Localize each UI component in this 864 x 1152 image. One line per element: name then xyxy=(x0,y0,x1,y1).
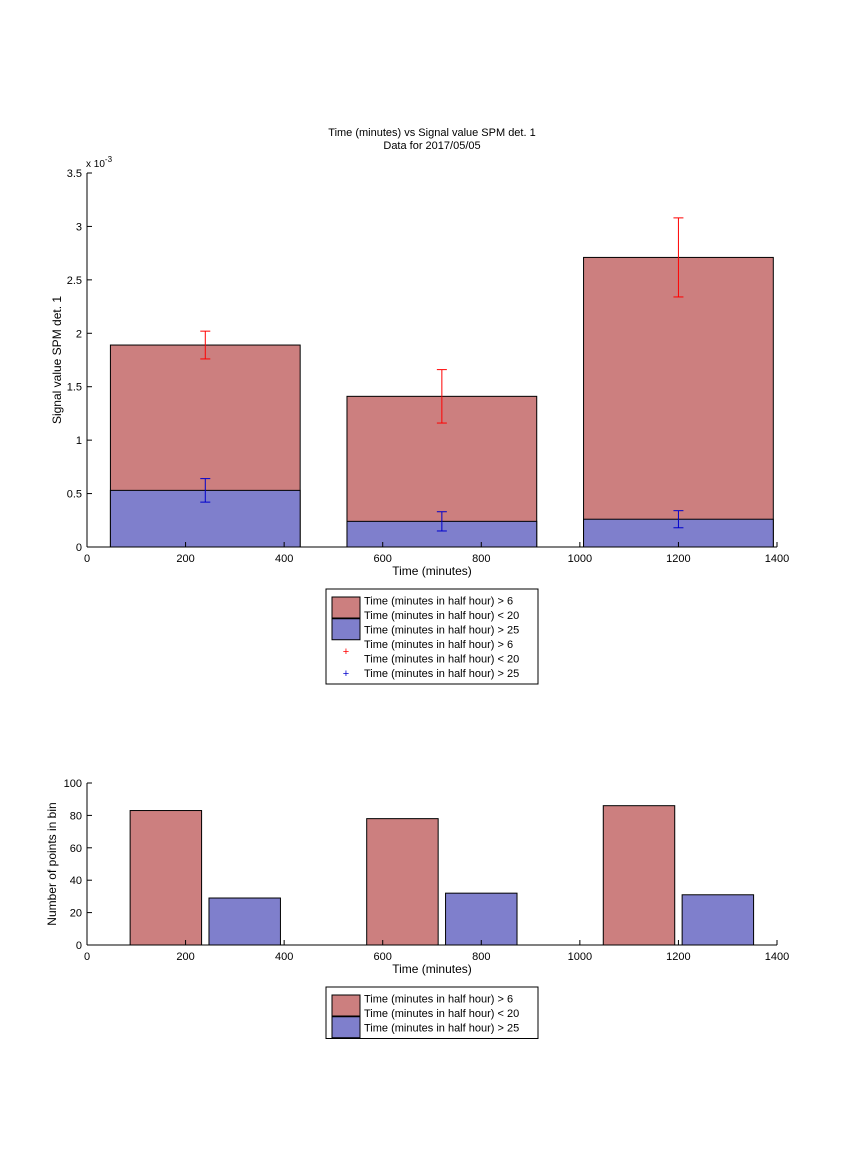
x-tick-label: 0 xyxy=(84,553,90,565)
x-tick-label: 200 xyxy=(176,951,194,963)
x-axis-label: Time (minutes) xyxy=(392,564,472,578)
x-tick-label: 1200 xyxy=(666,553,690,565)
legend: Time (minutes in half hour) > 6 Time (min… xyxy=(325,986,539,1039)
y-exponent-power: -3 xyxy=(105,155,113,164)
legend-swatch xyxy=(331,1016,361,1039)
y-tick-label: 0.5 xyxy=(67,489,82,501)
bar xyxy=(208,897,281,946)
legend-label: Time (minutes in half hour) > 25 xyxy=(364,625,519,637)
x-tick-label: 800 xyxy=(472,951,490,963)
y-tick-label: 1.5 xyxy=(67,382,82,394)
signal-chart: Time (minutes) vs Signal value SPM det. … xyxy=(50,127,790,685)
y-tick-label: 60 xyxy=(70,843,82,855)
bar xyxy=(681,894,755,946)
bars-layer xyxy=(129,805,755,946)
y-tick-label: 40 xyxy=(70,875,82,887)
legend-label: Time (minutes in half hour) > 25 xyxy=(364,1023,519,1035)
count-chart: 0 200 400 600 800 1000 1200 1400 0 20 40 60 80 100 Ti… xyxy=(45,778,789,1039)
y-tick-label: 2.5 xyxy=(67,275,82,287)
legend-label: Time (minutes in half hour) > 6 xyxy=(364,596,513,608)
legend-label: Time (minutes in half hour) < 20 xyxy=(364,1008,519,1020)
axes-layer: 0 200 400 600 800 1000 1200 1400 0 20 40 60 80 100 xyxy=(64,778,790,963)
legend: Time (minutes in half hour) > 6 Time (min… xyxy=(325,588,539,685)
legend-swatch xyxy=(331,618,361,641)
y-exponent-base: x 10 xyxy=(86,159,105,170)
y-axis-label: Number of points in bin xyxy=(45,802,59,925)
y-tick-label: 80 xyxy=(70,810,82,822)
y-tick-label: 20 xyxy=(70,908,82,920)
y-axis-label: Signal value SPM det. 1 xyxy=(50,296,64,424)
x-tick-label: 1400 xyxy=(765,951,789,963)
legend-swatch xyxy=(331,596,361,619)
y-tick-label: 3 xyxy=(76,221,82,233)
x-tick-label: 1400 xyxy=(765,553,789,565)
error-bar xyxy=(673,510,684,529)
x-tick-label: 600 xyxy=(374,951,392,963)
x-tick-label: 0 xyxy=(84,951,90,963)
x-tick-label: 800 xyxy=(472,553,490,565)
legend-box xyxy=(325,986,539,1039)
x-tick-label: 400 xyxy=(275,553,293,565)
error-bars-layer xyxy=(200,217,684,532)
y-exponent-label: x 10-3 xyxy=(86,155,113,170)
legend-label: Time (minutes in half hour) > 25 xyxy=(364,668,519,680)
axes-layer: 0 200 400 600 800 1000 1200 1400 0 0.5 1 1.5 2 2.5 3 3.… xyxy=(67,168,790,565)
legend-marker: + xyxy=(343,646,349,658)
y-tick-label: 1 xyxy=(76,435,82,447)
chart-subtitle: Data for 2017/05/05 xyxy=(383,140,480,152)
error-bar xyxy=(673,217,684,298)
x-tick-label: 1200 xyxy=(666,951,690,963)
y-tick-label: 3.5 xyxy=(67,168,82,180)
legend-label: Time (minutes in half hour) < 20 xyxy=(364,654,519,666)
error-bar xyxy=(436,369,447,424)
legend-box xyxy=(325,588,539,685)
legend-label: Time (minutes in half hour) > 6 xyxy=(364,994,513,1006)
bar xyxy=(366,818,439,946)
x-tick-label: 200 xyxy=(176,553,194,565)
bar xyxy=(583,256,774,548)
bar xyxy=(445,892,518,946)
legend-label: Time (minutes in half hour) < 20 xyxy=(364,610,519,622)
x-tick-label: 1000 xyxy=(568,553,592,565)
chart-title: Time (minutes) vs Signal value SPM det. … xyxy=(328,127,535,139)
legend-swatch xyxy=(331,994,361,1017)
x-tick-label: 400 xyxy=(275,951,293,963)
error-bar xyxy=(436,511,447,532)
y-tick-label: 2 xyxy=(76,328,82,340)
x-tick-label: 1000 xyxy=(568,951,592,963)
legend-marker: + xyxy=(343,668,349,680)
y-tick-label: 0 xyxy=(76,542,82,554)
legend-label: Time (minutes in half hour) > 6 xyxy=(364,639,513,651)
x-tick-label: 600 xyxy=(374,553,392,565)
y-tick-label: 0 xyxy=(76,940,82,952)
y-tick-label: 100 xyxy=(64,778,82,790)
bar xyxy=(129,810,203,946)
x-axis-label: Time (minutes) xyxy=(392,962,472,976)
bar xyxy=(602,805,676,946)
error-bar xyxy=(200,330,211,360)
error-bar xyxy=(200,478,211,503)
